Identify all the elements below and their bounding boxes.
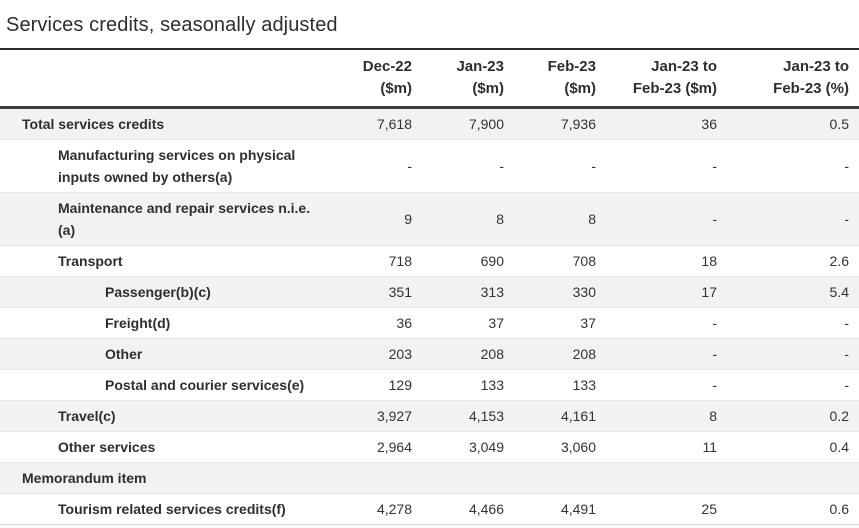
row-label: Passenger(b)(c): [0, 276, 352, 308]
table-row: Memorandum item: [0, 462, 859, 494]
cell-value: 17: [600, 276, 721, 308]
table-row: Other services 2,964 3,049 3,060 11 0.4: [0, 431, 859, 463]
table-row: Freight(d) 36 37 37- -: [0, 307, 859, 339]
row-label: Travel(c): [0, 400, 352, 432]
cell-value: 4,278: [352, 493, 416, 525]
cell-value: [352, 462, 416, 494]
row-label: Postal and courier services(e): [0, 369, 352, 401]
row-label: Other services: [0, 431, 352, 463]
cell-value: 351: [352, 276, 416, 308]
cell-value: 0.5: [721, 107, 859, 140]
cell-value: 0.6: [721, 493, 859, 525]
header-empty-cell: [0, 50, 352, 109]
row-label: Memorandum item: [0, 462, 352, 494]
table-row: Maintenance and repair services n.i.e. (…: [0, 192, 859, 246]
cell-value: 708: [508, 245, 600, 277]
cell-value: -: [416, 139, 508, 193]
cell-value: 129: [352, 369, 416, 401]
table-header: Dec-22 ($m) Jan-23 ($m) Feb-23 ($m) Jan-23 …: [0, 50, 859, 109]
cell-value: 3,927: [352, 400, 416, 432]
table-row: Manufacturing services on physical input…: [0, 139, 859, 193]
table-row: Travel(c) 3,927 4,153 4,161 8 0.2: [0, 400, 859, 432]
column-header: Jan-23 ($m): [416, 50, 508, 109]
cell-value: 8: [416, 192, 508, 246]
row-label: Other: [0, 338, 352, 370]
cell-value: [508, 462, 600, 494]
column-header: Jan-23 to Feb-23 (%): [721, 50, 859, 109]
cell-value: [721, 462, 859, 494]
cell-value: 133: [416, 369, 508, 401]
cell-value: -: [600, 307, 721, 339]
cell-value: 313: [416, 276, 508, 308]
table-row: Total services credits 7,618 7,900 7,936 36 0…: [0, 107, 859, 140]
cell-value: 3,049: [416, 431, 508, 463]
cell-value: [600, 462, 721, 494]
cell-value: 4,466: [416, 493, 508, 525]
cell-value: [416, 462, 508, 494]
cell-value: 4,153: [416, 400, 508, 432]
cell-value: 0.4: [721, 431, 859, 463]
row-label: Freight(d): [0, 307, 352, 339]
table-row: Postal and courier services(e) 129 133 133-…: [0, 369, 859, 401]
cell-value: 0.2: [721, 400, 859, 432]
column-header: Feb-23 ($m): [508, 50, 600, 109]
table-row: Other 203 208 208- -: [0, 338, 859, 370]
cell-value: 2,964: [352, 431, 416, 463]
cell-value: -: [600, 139, 721, 193]
cell-value: 36: [352, 307, 416, 339]
cell-value: 37: [416, 307, 508, 339]
table-row: Tourism related services credits(f) 4,278…: [0, 493, 859, 525]
cell-value: 7,936: [508, 107, 600, 140]
cell-value: 208: [508, 338, 600, 370]
row-label: Manufacturing services on physical input…: [0, 139, 352, 193]
cell-value: 18: [600, 245, 721, 277]
cell-value: -: [721, 369, 859, 401]
table-row: Passenger(b)(c) 351 313 330 17 5.4: [0, 276, 859, 308]
cell-value: 8: [508, 192, 600, 246]
cell-value: 4,491: [508, 493, 600, 525]
cell-value: 718: [352, 245, 416, 277]
table-body: Total services credits 7,618 7,900 7,936 36 0…: [0, 107, 859, 525]
cell-value: 8: [600, 400, 721, 432]
row-label: Total services credits: [0, 107, 352, 140]
cell-value: -: [600, 338, 721, 370]
table-row: Transport 718 690 708 18 2.6: [0, 245, 859, 277]
cell-value: 208: [416, 338, 508, 370]
column-header: Dec-22 ($m): [352, 50, 416, 109]
cell-value: 4,161: [508, 400, 600, 432]
cell-value: 133: [508, 369, 600, 401]
cell-value: -: [721, 307, 859, 339]
cell-value: 690: [416, 245, 508, 277]
header-row: Dec-22 ($m) Jan-23 ($m) Feb-23 ($m) Jan-23 …: [0, 50, 859, 109]
cell-value: 25: [600, 493, 721, 525]
cell-value: -: [508, 139, 600, 193]
cell-value: 3,060: [508, 431, 600, 463]
cell-value: 2.6: [721, 245, 859, 277]
cell-value: 7,900: [416, 107, 508, 140]
row-label: Tourism related services credits(f): [0, 493, 352, 525]
cell-value: -: [600, 369, 721, 401]
cell-value: -: [352, 139, 416, 193]
cell-value: -: [721, 192, 859, 246]
cell-value: -: [721, 338, 859, 370]
cell-value: 36: [600, 107, 721, 140]
cell-value: 9: [352, 192, 416, 246]
cell-value: 5.4: [721, 276, 859, 308]
cell-value: 37: [508, 307, 600, 339]
cell-value: 330: [508, 276, 600, 308]
column-header: Jan-23 to Feb-23 ($m): [600, 50, 721, 109]
cell-value: 203: [352, 338, 416, 370]
cell-value: -: [600, 192, 721, 246]
cell-value: 7,618: [352, 107, 416, 140]
row-label: Maintenance and repair services n.i.e. (…: [0, 192, 352, 246]
page-title: Services credits, seasonally adjusted: [0, 0, 859, 50]
services-credits-table: Dec-22 ($m) Jan-23 ($m) Feb-23 ($m) Jan-23 …: [0, 50, 859, 525]
cell-value: -: [721, 139, 859, 193]
row-label: Transport: [0, 245, 352, 277]
cell-value: 11: [600, 431, 721, 463]
